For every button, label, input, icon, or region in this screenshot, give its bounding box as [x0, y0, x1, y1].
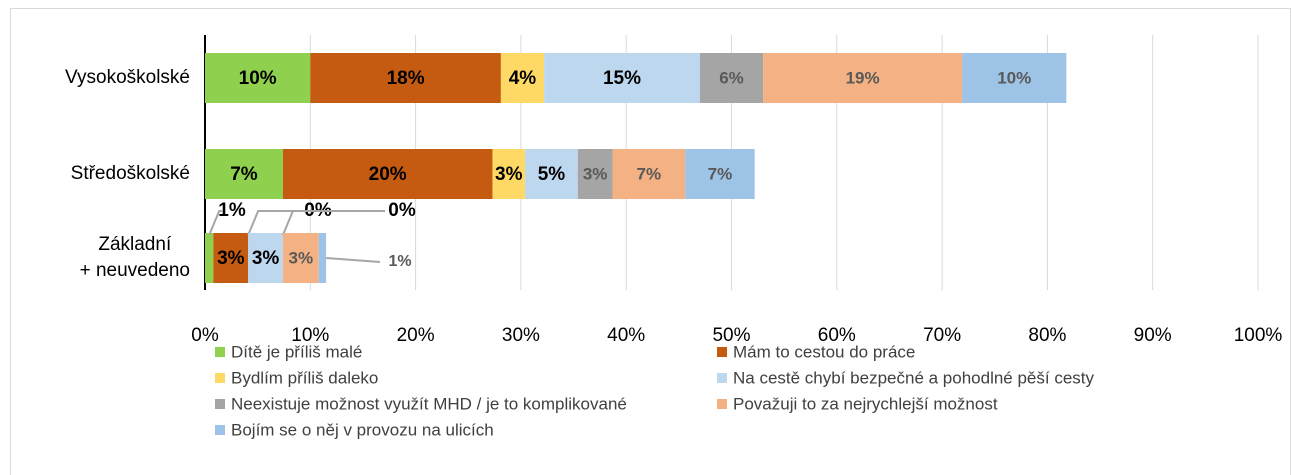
- leader-line: [281, 210, 385, 236]
- data-label: 7%: [637, 164, 662, 183]
- legend-swatch: [215, 347, 225, 357]
- bar-segment: [248, 233, 283, 283]
- bar-segment: [310, 53, 501, 103]
- bar-segment: [492, 149, 526, 199]
- x-tick-label: 90%: [1134, 325, 1172, 346]
- legend-swatch: [215, 399, 225, 409]
- bar-segment: [205, 53, 311, 103]
- bar-segment: [763, 53, 963, 103]
- legend-label: Bydlím příliš daleko: [231, 368, 378, 387]
- x-tick-label: 50%: [712, 325, 750, 346]
- bar-segment: [282, 149, 493, 199]
- bar-segment: [577, 149, 613, 199]
- data-label: 18%: [387, 68, 425, 89]
- data-label: 10%: [997, 68, 1031, 87]
- legend-label: Neexistuje možnost využít MHD / je to ko…: [231, 394, 627, 413]
- x-tick-label: 30%: [502, 325, 540, 346]
- data-label: 10%: [239, 68, 277, 89]
- leader-line: [326, 257, 381, 263]
- legend-swatch: [717, 399, 727, 409]
- x-tick-label: 10%: [291, 325, 329, 346]
- data-label: 1%: [388, 253, 411, 270]
- data-label: 1%: [218, 200, 246, 221]
- legend-label: Bojím se o něj v provozu na ulicích: [231, 420, 494, 439]
- data-label: 3%: [252, 248, 280, 269]
- bar-segment: [525, 149, 578, 199]
- data-label: 4%: [509, 68, 537, 89]
- legend-label: Mám to cestou do práce: [733, 342, 915, 361]
- bar-segment: [612, 149, 686, 199]
- legend-label: Dítě je příliš malé: [231, 342, 362, 361]
- data-label: 20%: [369, 164, 407, 185]
- bar-segment: [205, 149, 283, 199]
- data-label: 7%: [708, 164, 733, 183]
- legend-swatch: [215, 425, 225, 435]
- data-label: 15%: [603, 68, 641, 89]
- bar-segment: [685, 149, 755, 199]
- y-tick-label: Základní + neuvedeno: [79, 234, 190, 281]
- bar-segment: [318, 233, 327, 283]
- data-label: 19%: [846, 68, 880, 87]
- legend-label: Na cestě chybí bezpečné a pohodlné pěší …: [733, 368, 1095, 387]
- data-label: 0%: [388, 200, 416, 221]
- bar-segment: [213, 233, 249, 283]
- bar-segment: [699, 53, 764, 103]
- data-label: 5%: [538, 164, 566, 185]
- x-tick-label: 70%: [923, 325, 961, 346]
- legend-swatch: [215, 373, 225, 383]
- bar-segment: [544, 53, 700, 103]
- data-label: 3%: [289, 248, 314, 267]
- bar-segment: [282, 233, 319, 283]
- leader-line: [247, 210, 300, 236]
- x-tick-label: 20%: [397, 325, 435, 346]
- data-label: 3%: [583, 164, 608, 183]
- x-tick-label: 40%: [607, 325, 645, 346]
- legend-swatch: [717, 347, 727, 357]
- bar-segment: [962, 53, 1067, 103]
- leader-line: [208, 210, 222, 236]
- y-tick-label: Středoškolské: [70, 163, 190, 184]
- y-tick-label: Vysokoškolské: [65, 67, 190, 88]
- bar-segment: [205, 233, 214, 283]
- x-tick-label: 80%: [1028, 325, 1066, 346]
- data-label: 7%: [230, 164, 258, 185]
- x-tick-label: 60%: [818, 325, 856, 346]
- data-label: 3%: [217, 248, 245, 269]
- legend-swatch: [717, 373, 727, 383]
- x-tick-label: 100%: [1234, 325, 1283, 346]
- x-tick-label: 0%: [191, 325, 219, 346]
- data-label: 6%: [719, 68, 744, 87]
- data-label: 3%: [495, 164, 523, 185]
- bar-segment: [500, 53, 545, 103]
- legend-label: Považuji to za nejrychlejší možnost: [733, 394, 998, 413]
